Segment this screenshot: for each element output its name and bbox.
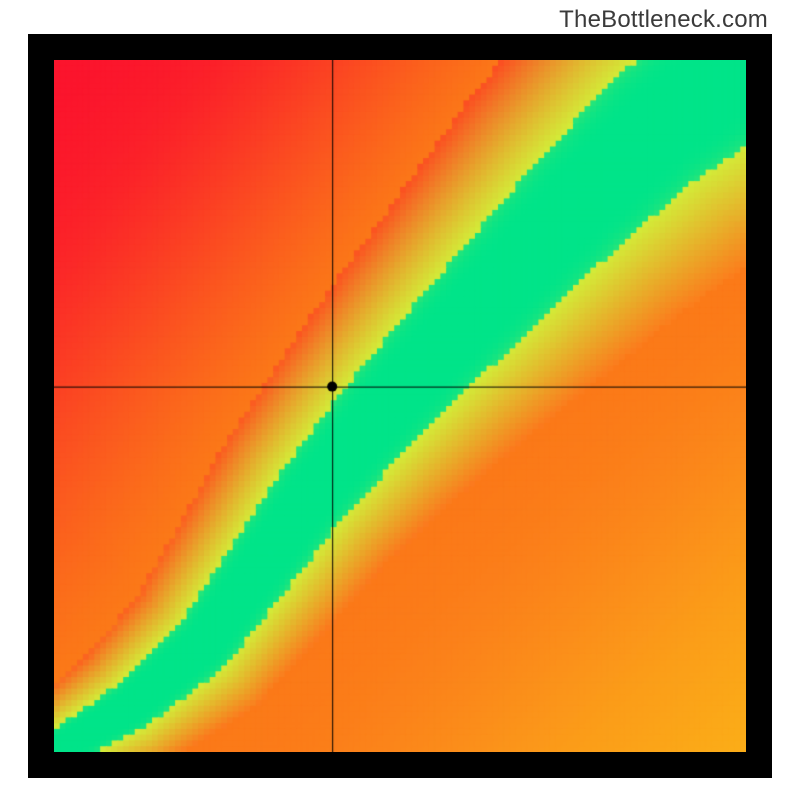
heatmap-canvas-wrap (54, 60, 746, 752)
bottleneck-heatmap (54, 60, 746, 752)
watermark-text: TheBottleneck.com (559, 6, 768, 34)
